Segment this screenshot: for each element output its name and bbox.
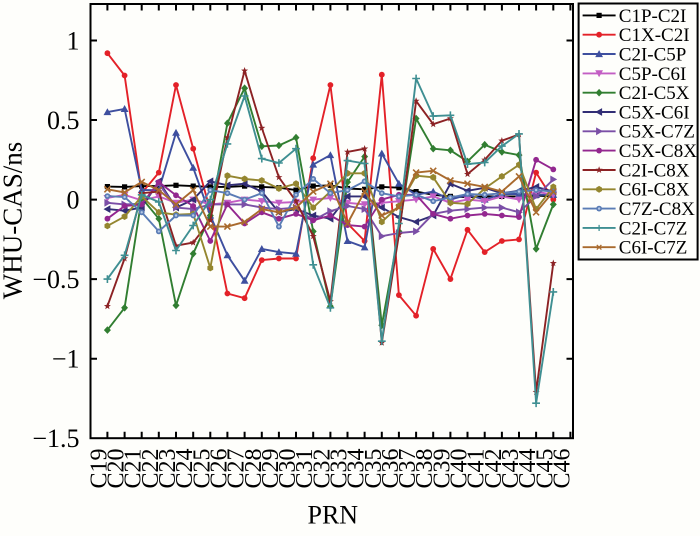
svg-text:WHU-CAS/ns: WHU-CAS/ns — [0, 142, 28, 300]
svg-text:C45: C45 — [532, 449, 558, 489]
svg-text:C31: C31 — [292, 449, 318, 489]
svg-text:C22: C22 — [138, 449, 164, 489]
svg-text:0.5: 0.5 — [47, 106, 80, 135]
svg-text:1: 1 — [67, 27, 80, 56]
svg-text:C42: C42 — [481, 449, 507, 489]
svg-text:C6I-C7Z: C6I-C7Z — [619, 238, 688, 259]
svg-text:C43: C43 — [498, 449, 524, 489]
svg-text:C21: C21 — [121, 449, 147, 489]
svg-text:C39: C39 — [429, 449, 455, 489]
svg-text:C6I-C8X: C6I-C8X — [619, 180, 690, 201]
svg-text:C24: C24 — [172, 449, 198, 489]
svg-text:C32: C32 — [309, 449, 335, 489]
svg-text:C19: C19 — [86, 449, 112, 489]
svg-text:C1X-C2I: C1X-C2I — [619, 25, 690, 46]
svg-text:C5X-C8X: C5X-C8X — [619, 141, 697, 162]
svg-text:C33: C33 — [327, 449, 353, 489]
svg-text:C29: C29 — [258, 449, 284, 489]
svg-text:−1: −1 — [52, 345, 80, 374]
svg-text:C44: C44 — [515, 449, 541, 489]
svg-text:C7Z-C8X: C7Z-C8X — [619, 199, 695, 220]
svg-text:C23: C23 — [155, 449, 181, 489]
svg-text:PRN: PRN — [308, 501, 359, 530]
svg-text:C2I-C5P: C2I-C5P — [619, 44, 687, 65]
svg-text:C1P-C2I: C1P-C2I — [619, 6, 687, 27]
svg-text:C34: C34 — [344, 449, 370, 489]
svg-text:C35: C35 — [361, 449, 387, 489]
svg-text:C46: C46 — [549, 449, 575, 489]
svg-text:C38: C38 — [412, 449, 438, 489]
svg-text:C27: C27 — [224, 449, 250, 489]
svg-text:C26: C26 — [206, 449, 232, 489]
svg-text:C2I-C5X: C2I-C5X — [619, 83, 690, 104]
svg-text:C5X-C6I: C5X-C6I — [619, 102, 690, 123]
svg-text:C36: C36 — [378, 449, 404, 489]
svg-text:C5P-C6I: C5P-C6I — [619, 64, 687, 85]
svg-text:C2I-C7Z: C2I-C7Z — [619, 218, 688, 239]
svg-text:−0.5: −0.5 — [32, 265, 79, 294]
svg-text:C30: C30 — [275, 449, 301, 489]
svg-text:C25: C25 — [189, 449, 215, 489]
svg-text:C40: C40 — [447, 449, 473, 489]
svg-text:C20: C20 — [104, 449, 130, 489]
svg-text:C41: C41 — [464, 449, 490, 489]
svg-text:0: 0 — [67, 186, 80, 215]
svg-text:C37: C37 — [395, 449, 421, 489]
svg-text:−1.5: −1.5 — [32, 424, 79, 453]
svg-text:C2I-C8X: C2I-C8X — [619, 160, 690, 181]
svg-text:C5X-C7Z: C5X-C7Z — [619, 122, 695, 143]
svg-text:C28: C28 — [241, 449, 267, 489]
